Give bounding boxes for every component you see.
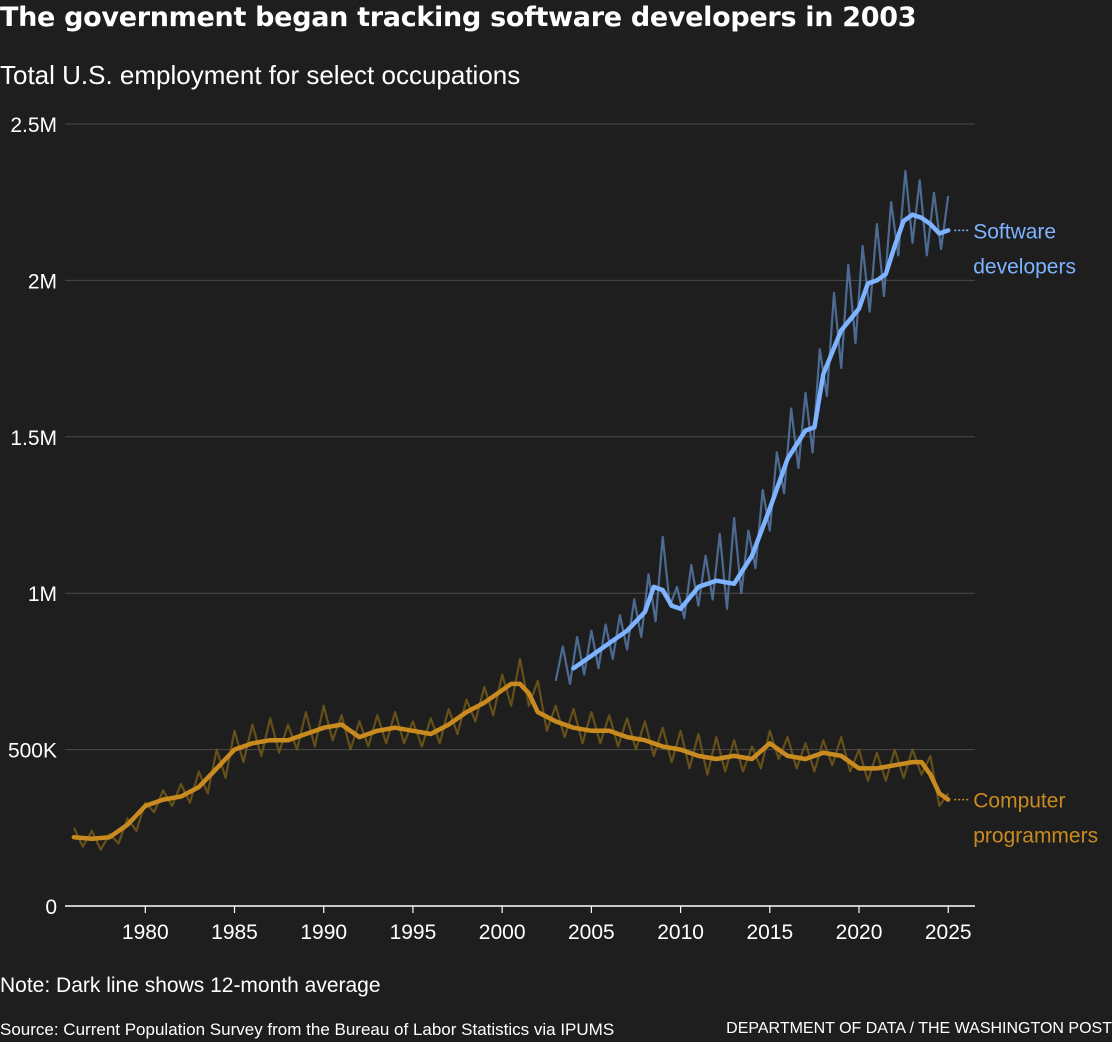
y-tick-label: 1M — [28, 583, 57, 606]
chart-note: Note: Dark line shows 12-month average — [0, 974, 381, 997]
x-tick-label: 1990 — [300, 921, 347, 944]
x-tick-label: 1985 — [211, 921, 258, 944]
software-developers-average-line — [571, 212, 951, 671]
y-tick-label: 2M — [28, 270, 57, 293]
grid-lines — [65, 123, 975, 751]
software-developers-label: Software — [973, 220, 1056, 243]
x-tick-label: 2005 — [568, 921, 615, 944]
computer-programmers-label: Computer — [973, 790, 1065, 813]
software-developers-monthly-line — [554, 169, 950, 685]
axes: 0 500K 1M 1.5M 2M 2.5M 1980 1985 1990 1995 2000 200… — [8, 114, 975, 944]
average-lines — [71, 212, 951, 841]
series-labels: Software developers Computer programmers — [954, 220, 1098, 848]
y-tick-label: 500K — [8, 740, 57, 763]
chart-title: The government began tracking software d… — [0, 2, 917, 33]
chart-credit: DEPARTMENT OF DATA / THE WASHINGTON POST — [726, 1020, 1112, 1037]
x-tick-label: 1995 — [390, 921, 437, 944]
computer-programmers-monthly-line — [72, 657, 950, 851]
y-tick-label: 1.5M — [10, 427, 57, 450]
y-tick-label: 0 — [45, 896, 57, 919]
chart-source: Source: Current Population Survey from t… — [0, 1020, 615, 1039]
x-tick-label: 1980 — [122, 921, 169, 944]
line-chart: 0 500K 1M 1.5M 2M 2.5M 1980 1985 1990 1995 2000 200… — [8, 114, 1098, 944]
chart-subtitle: Total U.S. employment for select occupat… — [0, 60, 521, 90]
x-tick-label: 2025 — [925, 921, 972, 944]
computer-programmers-average-line — [71, 681, 951, 841]
computer-programmers-label: programmers — [973, 825, 1098, 848]
software-developers-label: developers — [973, 255, 1076, 278]
x-tick-label: 2000 — [479, 921, 526, 944]
x-tick-label: 2015 — [746, 921, 793, 944]
monthly-lines — [72, 169, 950, 851]
x-tick-label: 2020 — [836, 921, 883, 944]
y-tick-label: 2.5M — [10, 114, 57, 137]
x-tick-label: 2010 — [657, 921, 704, 944]
